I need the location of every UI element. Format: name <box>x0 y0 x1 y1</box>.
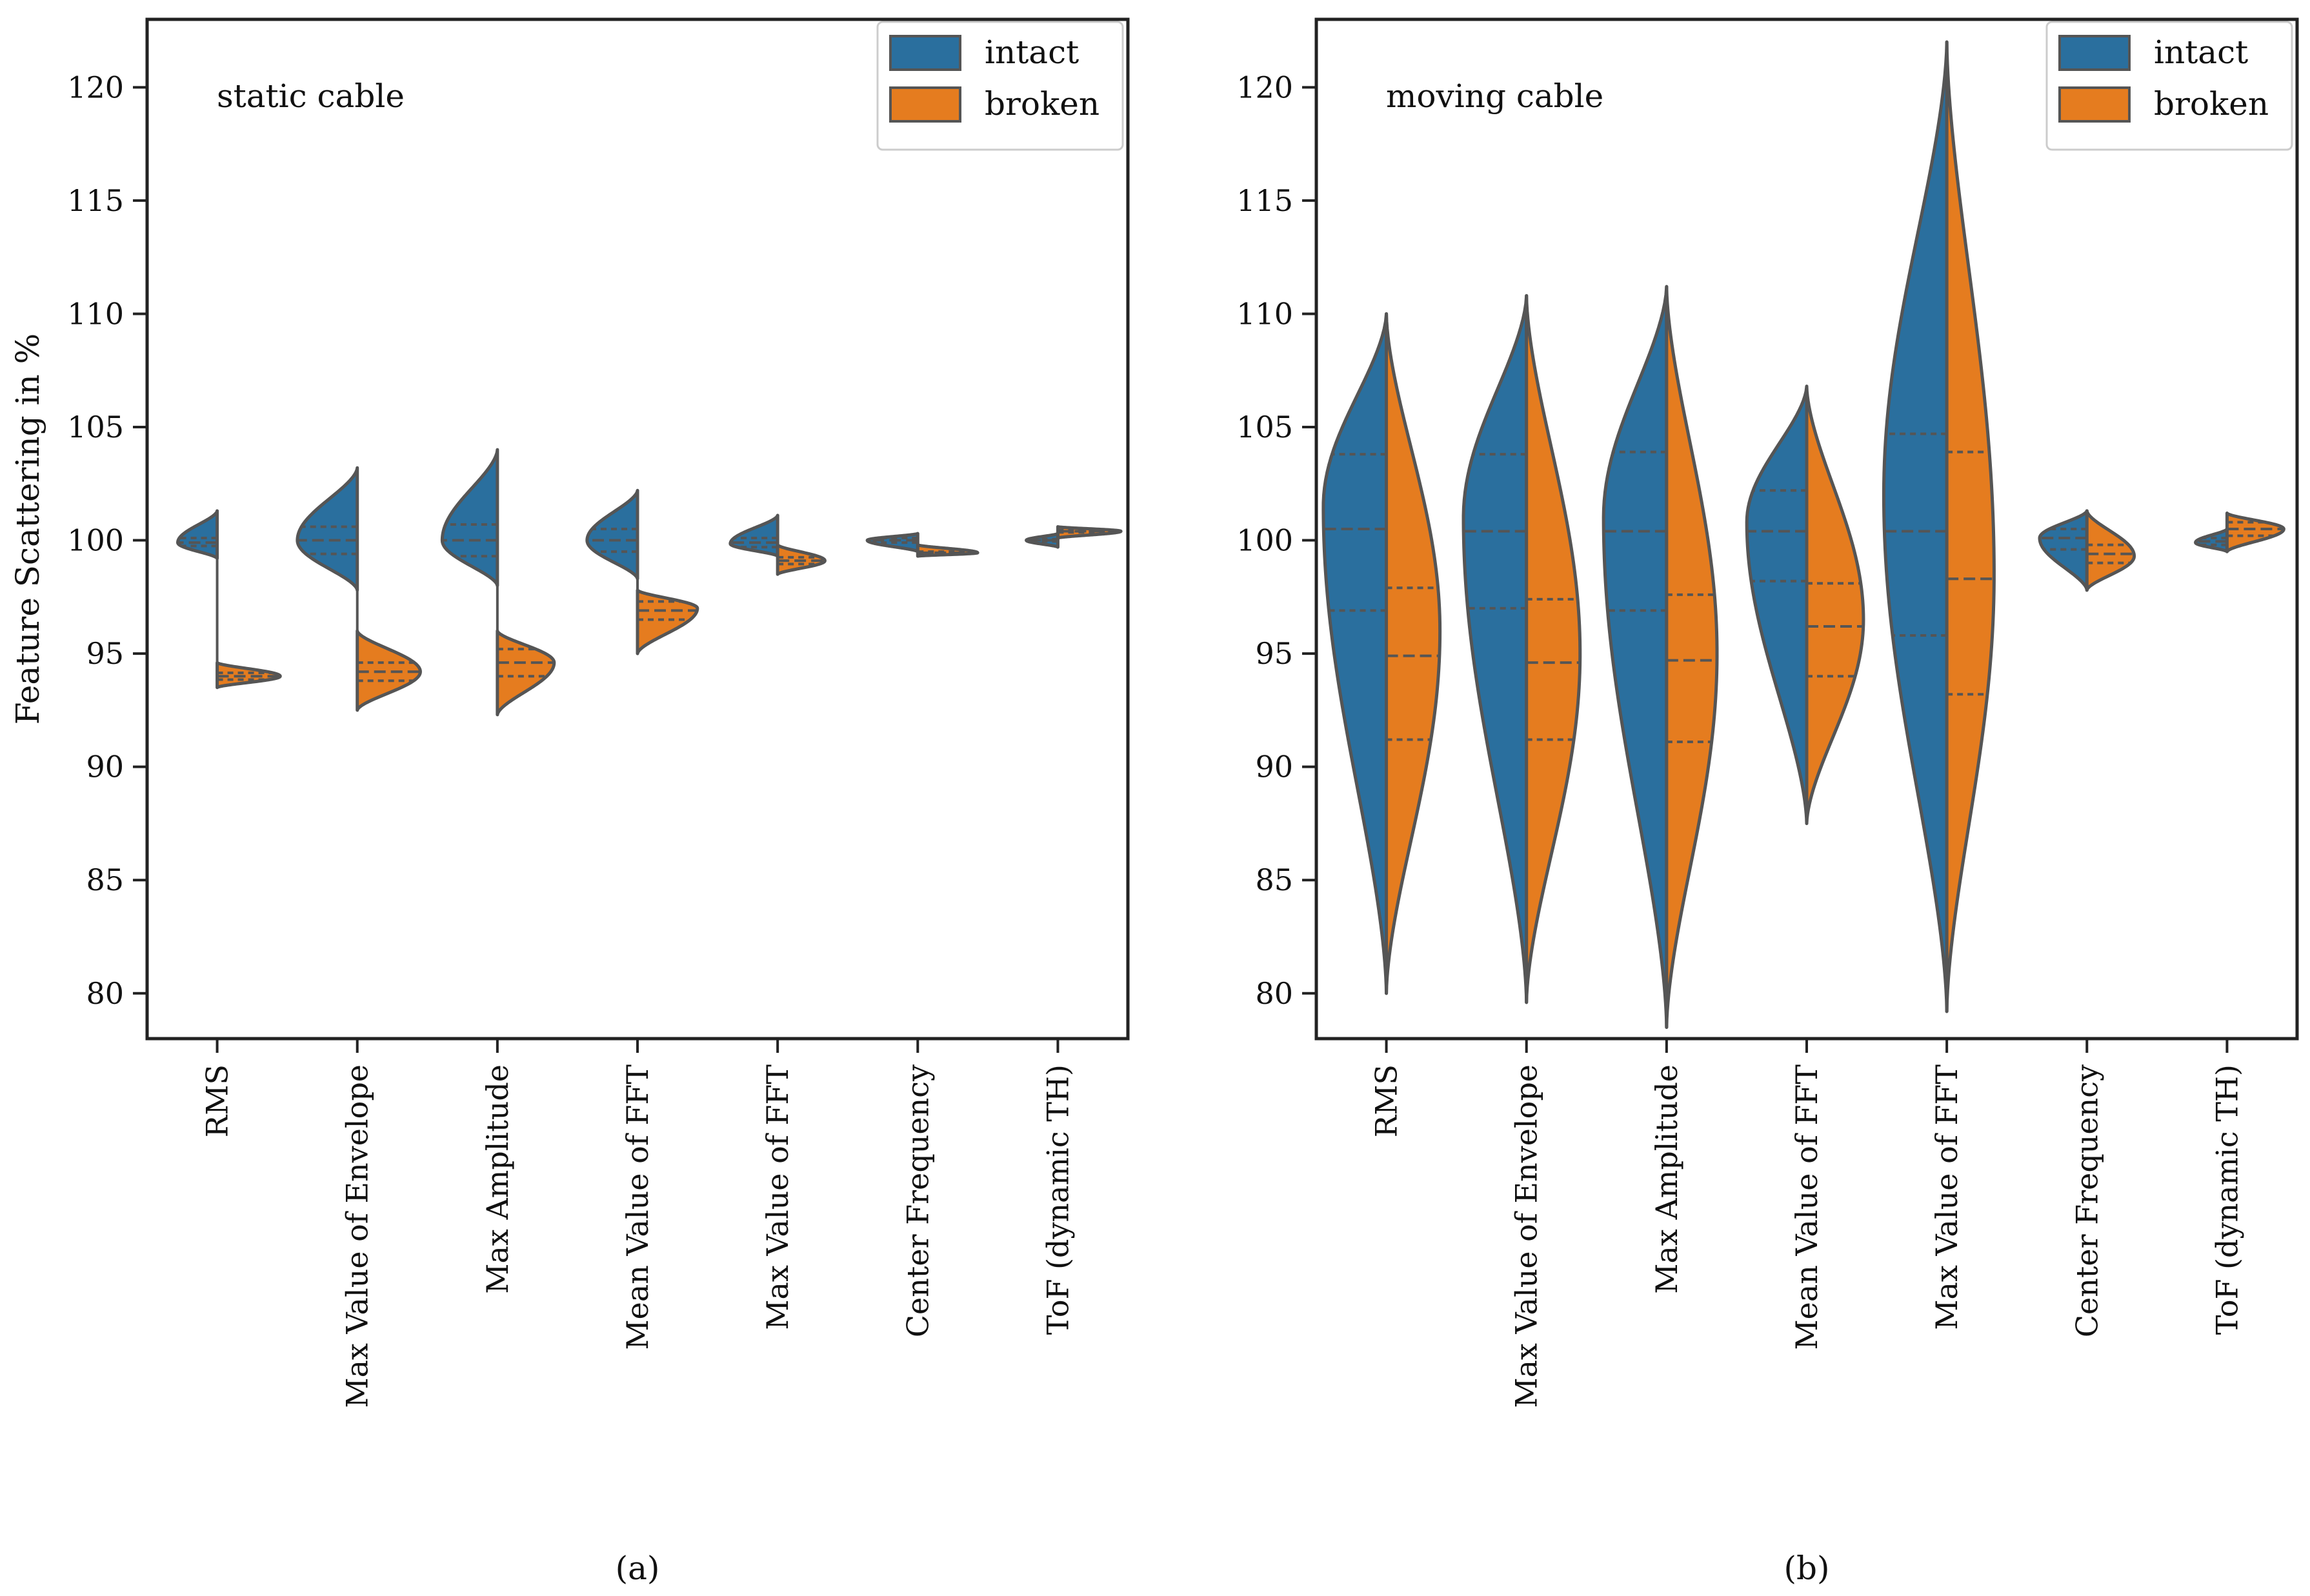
violin-intact <box>2194 527 2229 554</box>
y-tick-label: 100 <box>1236 523 1293 558</box>
violin-intact <box>440 448 499 588</box>
legend-swatch-intact <box>2058 35 2131 71</box>
y-tick-label: 105 <box>1236 410 1293 444</box>
violin-broken <box>356 629 422 712</box>
y-tick-label: 80 <box>86 976 124 1011</box>
x-tick-label: RMS <box>1369 1064 1404 1137</box>
violin-layer-b <box>1321 40 2285 1029</box>
x-tick-label: Mean Value of FFT <box>1789 1064 1824 1350</box>
panel-title-a: static cable <box>217 77 405 115</box>
violin-intact <box>1461 294 1529 1004</box>
legend-label-intact: intact <box>985 34 1079 71</box>
x-tick-label: ToF (dynamic TH) <box>1040 1064 1075 1335</box>
legend-label-intact: intact <box>2154 34 2248 71</box>
violin-layer-a <box>176 448 1123 717</box>
violin-intact <box>1882 40 1949 1013</box>
violin-intact <box>176 509 219 561</box>
violin-intact <box>296 466 359 592</box>
y-tick-label: 110 <box>67 296 124 331</box>
legend-label-broken: broken <box>2154 85 2269 123</box>
violin-intact <box>728 514 779 558</box>
y-tick-label: 105 <box>67 410 124 444</box>
y-tick-label: 80 <box>1255 976 1293 1011</box>
x-axis-a: RMS Max Value of Envelope Max Amplitude Mea… <box>200 1039 1075 1408</box>
y-tick-label: 85 <box>1255 863 1293 897</box>
x-tick-label: Max Amplitude <box>1649 1064 1684 1294</box>
y-tick-label: 90 <box>1255 750 1293 784</box>
caption-b: (b) <box>1783 1550 1829 1587</box>
violin-broken <box>916 543 979 558</box>
y-axis-b: 80 85 90 95 100 105 110 115 120 <box>1236 70 1316 1011</box>
legend-swatch-intact <box>889 35 961 71</box>
y-axis-a: 80 85 90 95 100 105 110 115 120 <box>67 70 147 1011</box>
y-axis-title: Feature Scattering in % <box>9 334 46 724</box>
violin-intact <box>585 488 639 581</box>
x-tick-label: Max Value of Envelope <box>340 1064 375 1408</box>
violin-broken <box>1945 40 1996 1013</box>
violin-intact <box>1602 284 1669 1029</box>
panel-title-b: moving cable <box>1386 77 1603 115</box>
x-tick-label: Mean Value of FFT <box>620 1064 655 1350</box>
violin-broken <box>1525 294 1582 1004</box>
violin-broken <box>636 588 699 655</box>
x-tick-label: Max Amplitude <box>480 1064 515 1294</box>
y-tick-label: 110 <box>1236 296 1293 331</box>
x-tick-label: Max Value of Envelope <box>1509 1064 1544 1408</box>
violin-broken <box>496 629 556 717</box>
y-tick-label: 85 <box>86 863 124 897</box>
x-axis-b: RMS Max Value of Envelope Max Amplitude Mea… <box>1369 1039 2244 1408</box>
y-tick-label: 95 <box>1255 636 1293 671</box>
x-tick-label: Max Value of FFT <box>1929 1064 1964 1330</box>
y-tick-label: 90 <box>86 750 124 784</box>
violin-intact <box>1321 312 1389 995</box>
y-tick-label: 100 <box>67 523 124 558</box>
x-tick-label: Center Frequency <box>900 1064 935 1337</box>
y-tick-label: 120 <box>1236 70 1293 105</box>
y-tick-label: 120 <box>67 70 124 105</box>
violin-broken <box>1665 284 1719 1029</box>
legend-b: intact broken <box>2045 21 2293 151</box>
y-tick-label: 95 <box>86 636 124 671</box>
legend-a: intact broken <box>876 21 1124 151</box>
violin-broken <box>2225 511 2285 554</box>
legend-label-broken: broken <box>985 85 1100 123</box>
panel-static-cable: 80 85 90 95 100 105 110 115 120 RMS Max Value of … <box>9 17 1130 1587</box>
caption-a: (a) <box>616 1550 660 1587</box>
legend-swatch-broken <box>2058 86 2131 123</box>
y-tick-label: 115 <box>67 183 124 218</box>
x-tick-label: Center Frequency <box>2069 1064 2104 1337</box>
violin-broken <box>2085 509 2136 592</box>
violin-broken <box>216 661 282 690</box>
panel-moving-cable: 80 85 90 95 100 105 110 115 120 RMS Max Value of … <box>1236 17 2299 1587</box>
violin-intact <box>1745 384 1809 825</box>
x-tick-label: Max Value of FFT <box>760 1064 795 1330</box>
legend-swatch-broken <box>889 86 961 123</box>
violin-broken <box>1385 312 1442 995</box>
x-tick-label: ToF (dynamic TH) <box>2209 1064 2244 1335</box>
y-tick-label: 115 <box>1236 183 1293 218</box>
violin-broken <box>1805 384 1865 825</box>
x-tick-label: RMS <box>200 1064 235 1137</box>
